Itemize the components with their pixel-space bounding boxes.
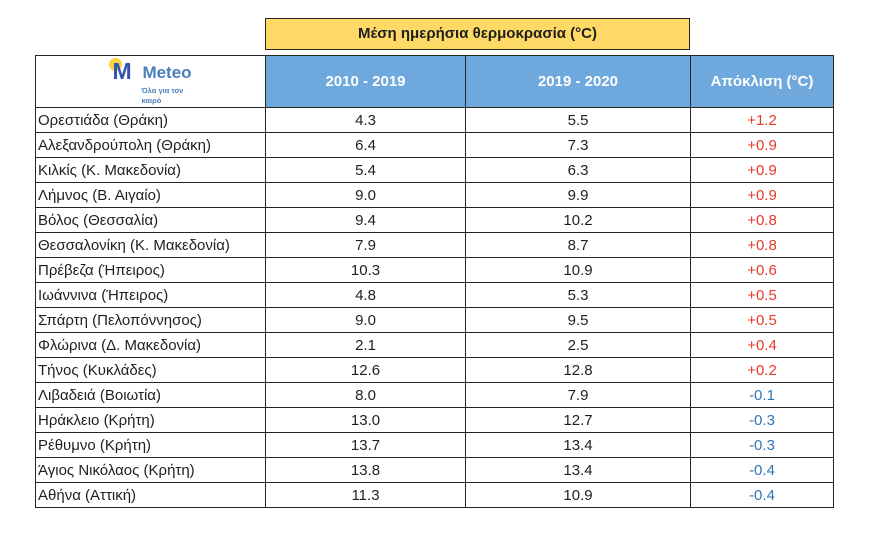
deviation-cell: +0.8 [690,232,834,258]
city-cell: Θεσσαλονίκη (Κ. Μακεδονία) [35,232,266,258]
value-cell: 7.9 [465,382,691,408]
deviation-cell: +0.6 [690,257,834,283]
city-cell: Πρέβεζα (Ήπειρος) [35,257,266,283]
city-cell: Άγιος Νικόλαος (Κρήτη) [35,457,266,483]
column-header-period1: 2010 - 2019 [265,55,466,108]
value-cell: 9.5 [465,307,691,333]
header-row: M Meteo Όλα για τον καιρό 2010 - 2019 20… [35,55,834,108]
city-cell: Φλώρινα (Δ. Μακεδονία) [35,332,266,358]
city-cell: Ιωάννινα (Ήπειρος) [35,282,266,308]
column-header-deviation: Απόκλιση (°C) [690,55,834,108]
table-row: Ηράκλειο (Κρήτη) 13.0 12.7 -0.3 [35,407,834,433]
table-row: Αλεξανδρούπολη (Θράκη) 6.4 7.3 +0.9 [35,132,834,158]
city-cell: Σπάρτη (Πελοπόννησος) [35,307,266,333]
city-cell: Λιβαδειά (Βοιωτία) [35,382,266,408]
city-cell: Ηράκλειο (Κρήτη) [35,407,266,433]
table-title: Μέση ημερήσια θερμοκρασία (°C) [265,18,690,50]
table-row: Ρέθυμνο (Κρήτη) 13.7 13.4 -0.3 [35,432,834,458]
table-row: Φλώρινα (Δ. Μακεδονία) 2.1 2.5 +0.4 [35,332,834,358]
deviation-cell: -0.4 [690,457,834,483]
meteo-monogram-icon: M [109,58,137,84]
deviation-cell: -0.3 [690,432,834,458]
city-cell: Αλεξανδρούπολη (Θράκη) [35,132,266,158]
value-cell: 5.5 [465,107,691,133]
value-cell: 10.3 [265,257,466,283]
value-cell: 12.6 [265,357,466,383]
meteo-logo: M Meteo Όλα για τον καιρό [37,58,264,105]
deviation-cell: +0.5 [690,307,834,333]
meteo-brand-text: Meteo [142,63,192,83]
logo-cell: M Meteo Όλα για τον καιρό [35,55,266,108]
table-row: Λιβαδειά (Βοιωτία) 8.0 7.9 -0.1 [35,382,834,408]
value-cell: 8.7 [465,232,691,258]
temperature-table: M Meteo Όλα για τον καιρό 2010 - 2019 20… [35,55,834,508]
value-cell: 5.4 [265,157,466,183]
city-cell: Κιλκίς (Κ. Μακεδονία) [35,157,266,183]
meteo-tagline: Όλα για τον καιρό [141,86,184,105]
table-row: Πρέβεζα (Ήπειρος) 10.3 10.9 +0.6 [35,257,834,283]
deviation-cell: -0.3 [690,407,834,433]
city-cell: Λήμνος (Β. Αιγαίο) [35,182,266,208]
deviation-cell: +1.2 [690,107,834,133]
value-cell: 9.4 [265,207,466,233]
table-row: Ορεστιάδα (Θράκη) 4.3 5.5 +1.2 [35,107,834,133]
table-row: Λήμνος (Β. Αιγαίο) 9.0 9.9 +0.9 [35,182,834,208]
value-cell: 13.0 [265,407,466,433]
value-cell: 8.0 [265,382,466,408]
city-cell: Αθήνα (Αττική) [35,482,266,508]
deviation-cell: +0.9 [690,157,834,183]
table-row: Θεσσαλονίκη (Κ. Μακεδονία) 7.9 8.7 +0.8 [35,232,834,258]
value-cell: 9.0 [265,307,466,333]
city-cell: Βόλος (Θεσσαλία) [35,207,266,233]
value-cell: 9.0 [265,182,466,208]
value-cell: 13.4 [465,457,691,483]
table-row: Ιωάννινα (Ήπειρος) 4.8 5.3 +0.5 [35,282,834,308]
value-cell: 13.4 [465,432,691,458]
value-cell: 12.8 [465,357,691,383]
deviation-cell: +0.5 [690,282,834,308]
deviation-cell: +0.8 [690,207,834,233]
value-cell: 2.1 [265,332,466,358]
value-cell: 12.7 [465,407,691,433]
value-cell: 10.9 [465,257,691,283]
deviation-cell: +0.2 [690,357,834,383]
table-row: Άγιος Νικόλαος (Κρήτη) 13.8 13.4 -0.4 [35,457,834,483]
meteo-m-letter: M [112,58,132,85]
table-row: Σπάρτη (Πελοπόννησος) 9.0 9.5 +0.5 [35,307,834,333]
city-cell: Ρέθυμνο (Κρήτη) [35,432,266,458]
deviation-cell: -0.4 [690,482,834,508]
table-row: Βόλος (Θεσσαλία) 9.4 10.2 +0.8 [35,207,834,233]
deviation-cell: -0.1 [690,382,834,408]
value-cell: 10.9 [465,482,691,508]
value-cell: 6.4 [265,132,466,158]
deviation-cell: +0.9 [690,182,834,208]
value-cell: 7.9 [265,232,466,258]
value-cell: 13.7 [265,432,466,458]
deviation-cell: +0.4 [690,332,834,358]
value-cell: 13.8 [265,457,466,483]
value-cell: 6.3 [465,157,691,183]
city-cell: Ορεστιάδα (Θράκη) [35,107,266,133]
value-cell: 11.3 [265,482,466,508]
value-cell: 5.3 [465,282,691,308]
value-cell: 4.8 [265,282,466,308]
column-header-period2: 2019 - 2020 [465,55,691,108]
value-cell: 7.3 [465,132,691,158]
sun-dot-icon [109,58,123,72]
city-cell: Τήνος (Κυκλάδες) [35,357,266,383]
table-row: Αθήνα (Αττική) 11.3 10.9 -0.4 [35,482,834,508]
value-cell: 4.3 [265,107,466,133]
page: Μέση ημερήσια θερμοκρασία (°C) M Meteo [35,18,834,508]
table-row: Κιλκίς (Κ. Μακεδονία) 5.4 6.3 +0.9 [35,157,834,183]
deviation-cell: +0.9 [690,132,834,158]
value-cell: 9.9 [465,182,691,208]
value-cell: 10.2 [465,207,691,233]
table-row: Τήνος (Κυκλάδες) 12.6 12.8 +0.2 [35,357,834,383]
value-cell: 2.5 [465,332,691,358]
